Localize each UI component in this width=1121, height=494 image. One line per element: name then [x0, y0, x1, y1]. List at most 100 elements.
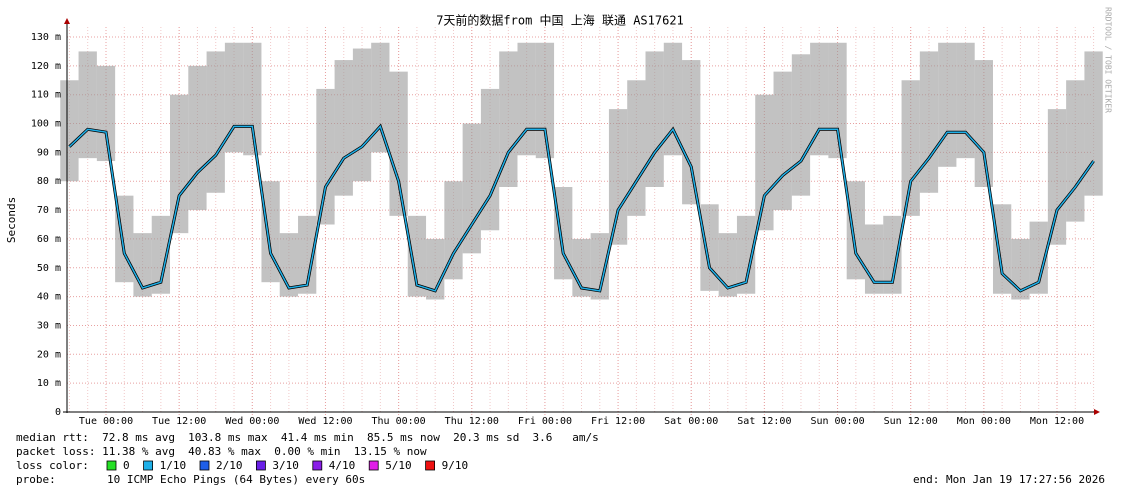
- y-axis-title: Seconds: [5, 197, 18, 243]
- smoke: [608, 109, 628, 245]
- y-tick-label: 0: [55, 407, 61, 418]
- smoke: [96, 65, 116, 162]
- smoke: [627, 80, 646, 216]
- x-tick-label: Wed 12:00: [298, 416, 352, 427]
- y-tick-label: 40 m: [37, 292, 61, 303]
- smoke: [389, 71, 408, 216]
- smoke: [407, 215, 427, 297]
- smoke: [919, 51, 939, 193]
- smoke: [938, 42, 957, 167]
- smoke: [554, 187, 573, 280]
- y-tick-label: 50 m: [37, 263, 61, 274]
- smoke: [828, 42, 847, 159]
- smoke: [791, 54, 811, 196]
- axis-arrow: [64, 18, 70, 24]
- smoke: [499, 51, 518, 187]
- smoke: [682, 60, 701, 205]
- plot-area: [60, 27, 1103, 415]
- legend-label: 4/10: [329, 459, 356, 472]
- smoke: [371, 42, 390, 153]
- legend-swatch: [368, 460, 379, 471]
- x-tick-label: Sat 12:00: [737, 416, 791, 427]
- legend-label: 5/10: [385, 459, 412, 472]
- x-tick-label: Mon 12:00: [1030, 416, 1084, 427]
- smoke: [206, 51, 225, 193]
- smoke: [956, 42, 975, 159]
- smoke: [352, 48, 372, 182]
- smoke: [1084, 51, 1103, 196]
- smoke: [1066, 80, 1085, 222]
- axis-arrow: [1094, 409, 1100, 415]
- smoke: [590, 233, 609, 300]
- smoke: [755, 94, 774, 231]
- smoke: [883, 215, 902, 294]
- smoke: [1029, 221, 1048, 294]
- y-tick-label: 20 m: [37, 349, 61, 360]
- probe-label: probe:: [16, 473, 56, 486]
- chart-title: 7天前的数据from 中国 上海 联通 AS17621: [436, 13, 684, 28]
- x-tick-label: Fri 12:00: [591, 416, 645, 427]
- smoke: [298, 215, 317, 294]
- smoke: [316, 88, 335, 225]
- x-tick-label: Wed 00:00: [225, 416, 279, 427]
- smoke: [736, 215, 756, 294]
- x-tick-label: Thu 00:00: [372, 416, 426, 427]
- median-line: [68, 124, 1095, 292]
- y-tick-label: 130 m: [31, 32, 61, 43]
- smoke: [517, 42, 536, 156]
- legend-label: 2/10: [216, 459, 243, 472]
- smoke: [462, 123, 481, 254]
- legend-swatch: [312, 460, 323, 471]
- legend-swatch: [199, 460, 210, 471]
- smoke: [243, 42, 262, 156]
- legend-label: 1/10: [160, 459, 187, 472]
- stats-line: median rtt: 72.8 ms avg 103.8 ms max 41.…: [16, 431, 599, 444]
- stats-line: packet loss: 11.38 % avg 40.83 % max 0.0…: [16, 445, 427, 458]
- y-tick-label: 30 m: [37, 320, 61, 331]
- legend-label: 9/10: [442, 459, 469, 472]
- legend-swatch: [425, 460, 436, 471]
- y-tick-label: 110 m: [31, 90, 61, 101]
- smoke: [444, 181, 463, 280]
- smoke: [773, 71, 792, 211]
- x-tick-label: Sun 12:00: [884, 416, 938, 427]
- smoke: [188, 65, 207, 211]
- smoke: [60, 80, 79, 182]
- x-tick-label: Mon 00:00: [957, 416, 1011, 427]
- smoke: [974, 60, 993, 188]
- x-tick-label: Thu 12:00: [445, 416, 499, 427]
- smoke: [480, 88, 500, 231]
- smoke: [810, 42, 829, 156]
- smoke: [645, 51, 664, 187]
- smoke: [992, 204, 1012, 294]
- smoke: [261, 181, 280, 283]
- legend-label: loss color:: [16, 459, 89, 472]
- legend-swatch: [143, 460, 154, 471]
- y-tick-label: 80 m: [37, 176, 61, 187]
- smoke: [1047, 109, 1067, 245]
- x-tick-label: Fri 00:00: [518, 416, 572, 427]
- smoke: [170, 94, 189, 234]
- watermark: RRDTOOL / TOBI OETIKER: [1104, 7, 1113, 113]
- smoke: [663, 42, 683, 156]
- smoke: [535, 42, 555, 159]
- y-tick-label: 60 m: [37, 234, 61, 245]
- smoke: [334, 60, 353, 196]
- y-tick-label: 100 m: [31, 119, 61, 130]
- y-tick-label: 70 m: [37, 205, 61, 216]
- legend-swatch: [106, 460, 117, 471]
- y-tick-label: 10 m: [37, 378, 61, 389]
- smoke: [901, 80, 920, 216]
- smoke: [151, 215, 171, 294]
- x-tick-label: Tue 12:00: [152, 416, 206, 427]
- smoke: [846, 181, 865, 280]
- legend-label: 3/10: [272, 459, 299, 472]
- smoke: [78, 51, 97, 159]
- x-tick-label: Sat 00:00: [664, 416, 718, 427]
- probe-text: 10 ICMP Echo Pings (64 Bytes) every 60s: [107, 473, 365, 486]
- y-tick-label: 90 m: [37, 147, 61, 158]
- y-tick-label: 120 m: [31, 61, 61, 72]
- smoke: [700, 204, 719, 291]
- end-time: end: Mon Jan 19 17:27:56 2026: [913, 473, 1105, 486]
